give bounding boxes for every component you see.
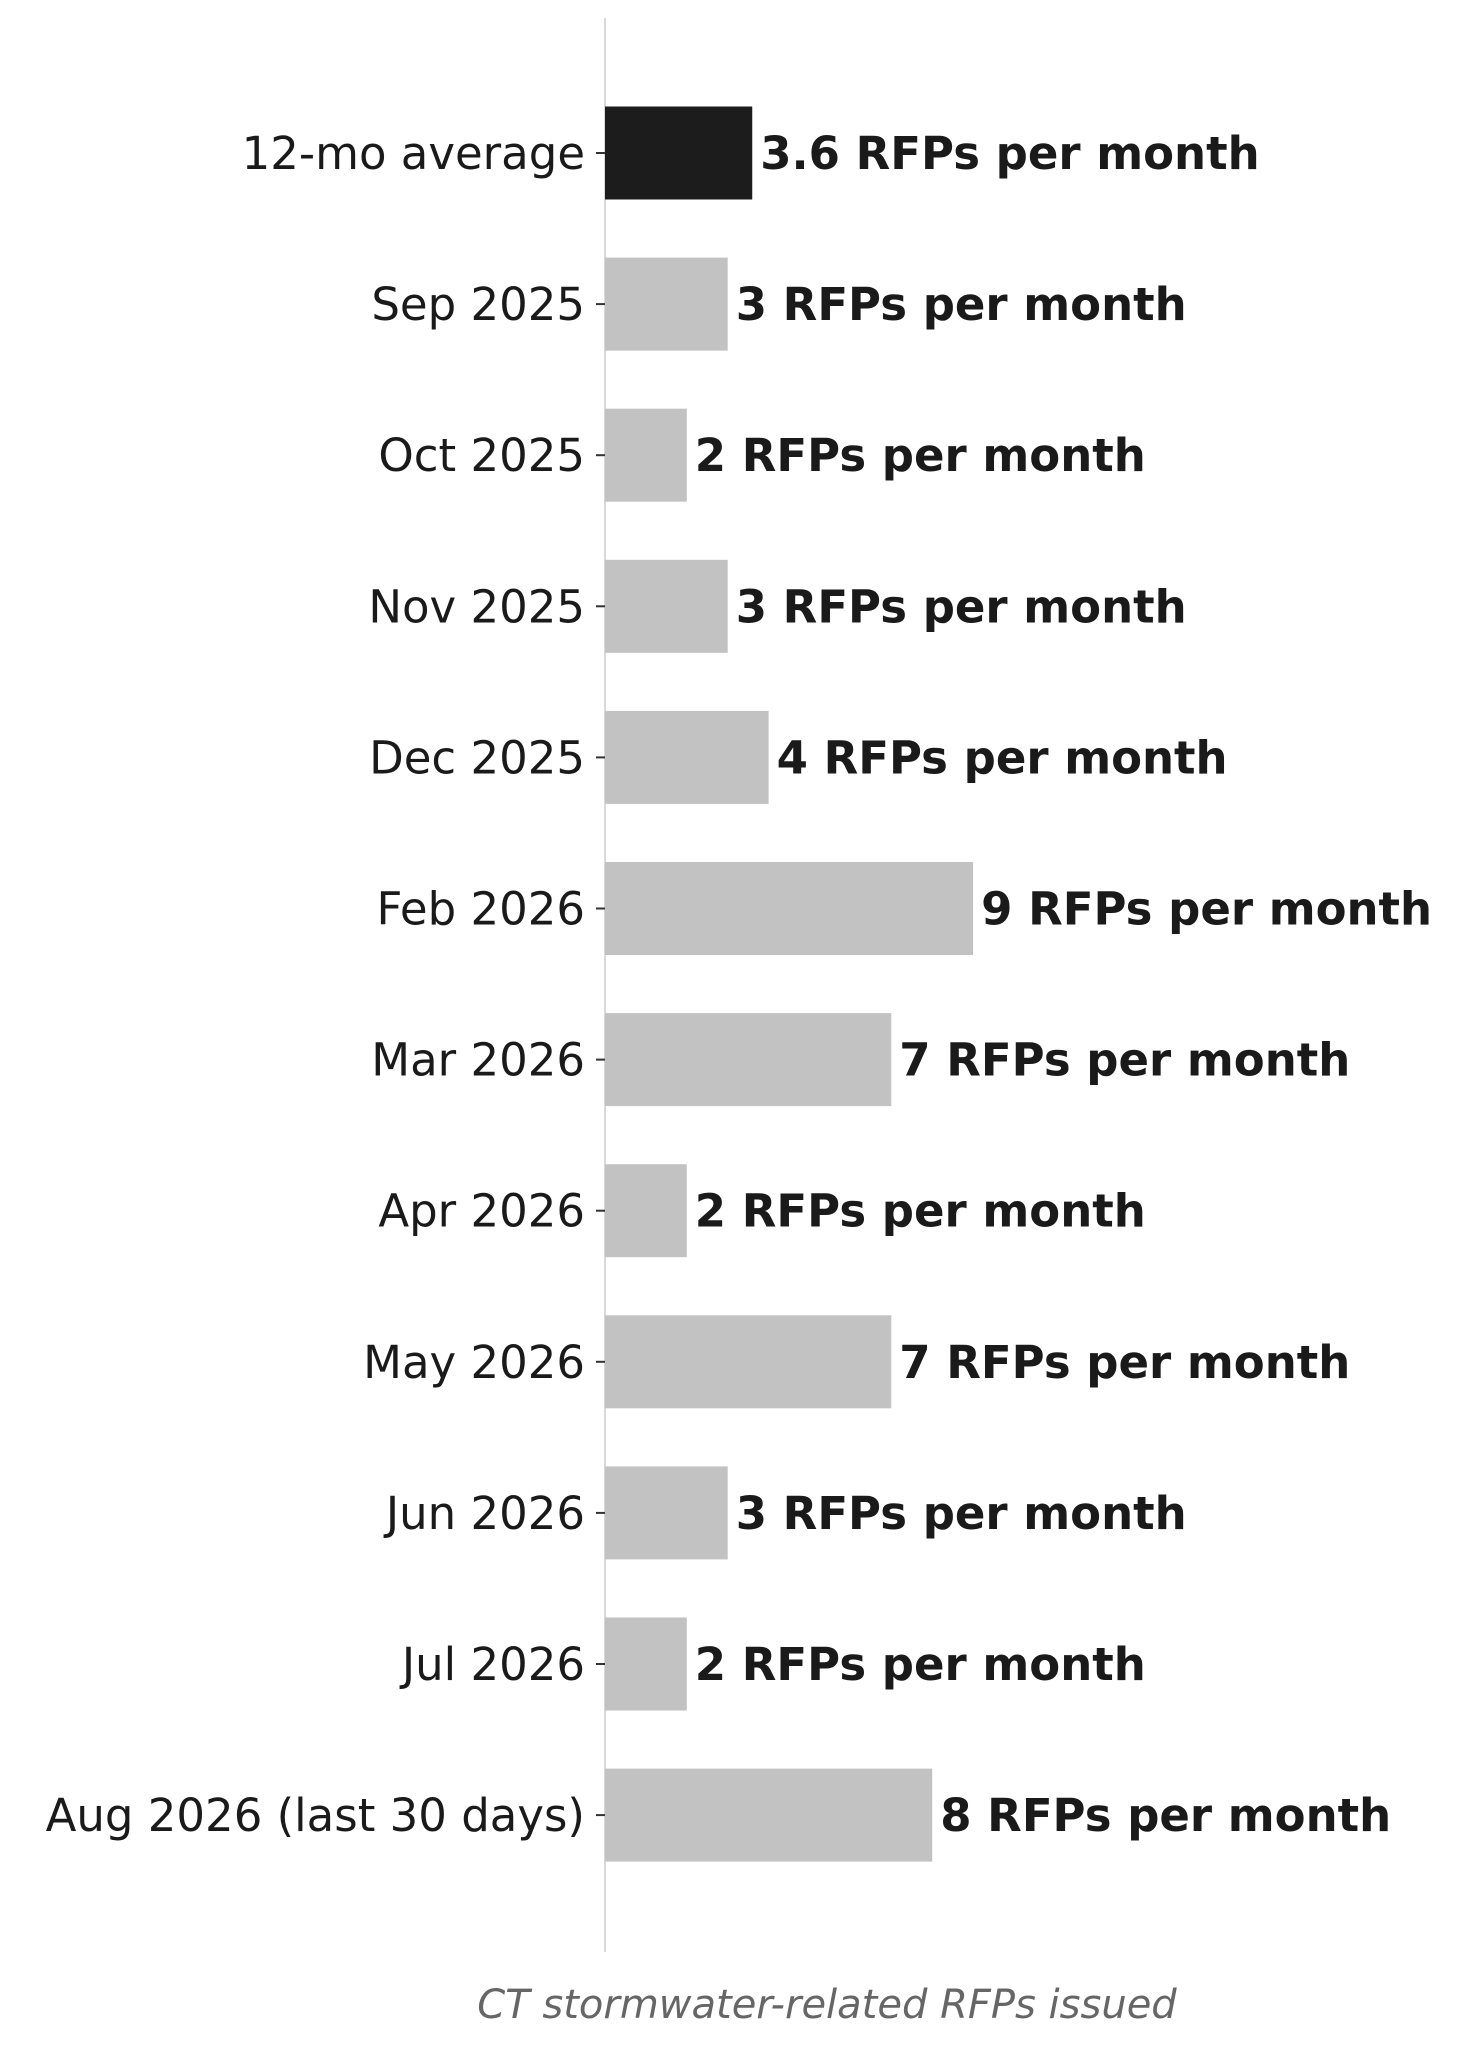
data-label-jul-2026: 2 RFPs per month bbox=[695, 1638, 1146, 1691]
y-tick-label-mar-2026: Mar 2026 bbox=[371, 1034, 585, 1087]
y-tick-label-feb-2026: Feb 2026 bbox=[377, 883, 586, 936]
data-label-jun-2026: 3 RFPs per month bbox=[736, 1487, 1187, 1540]
data-label-may-2026: 7 RFPs per month bbox=[899, 1336, 1350, 1389]
bar-jun-2026 bbox=[605, 1466, 728, 1560]
bar-aug-2026-last-30-days bbox=[605, 1768, 933, 1862]
bar-dec-2025 bbox=[605, 710, 769, 804]
data-label-dec-2025: 4 RFPs per month bbox=[777, 731, 1228, 784]
y-tick-label-12-mo-average: 12-mo average bbox=[242, 127, 585, 180]
bar-nov-2025 bbox=[605, 559, 728, 653]
bar-mar-2026 bbox=[605, 1013, 892, 1107]
bar-may-2026 bbox=[605, 1315, 892, 1409]
bar-oct-2025 bbox=[605, 408, 687, 502]
y-tick-label-dec-2025: Dec 2025 bbox=[369, 731, 585, 784]
bar-apr-2026 bbox=[605, 1164, 687, 1258]
bar-feb-2026 bbox=[605, 862, 974, 955]
y-tick-label-sep-2025: Sep 2025 bbox=[371, 278, 585, 331]
data-label-oct-2025: 2 RFPs per month bbox=[695, 429, 1146, 482]
y-tick-label-apr-2026: Apr 2026 bbox=[378, 1185, 585, 1238]
data-label-apr-2026: 2 RFPs per month bbox=[695, 1185, 1146, 1238]
y-tick-label-aug-2026-last-30-days: Aug 2026 (last 30 days) bbox=[46, 1789, 585, 1842]
data-label-sep-2025: 3 RFPs per month bbox=[736, 278, 1187, 331]
data-label-nov-2025: 3 RFPs per month bbox=[736, 580, 1187, 633]
x-axis-label: CT stormwater-related RFPs issued bbox=[477, 1982, 1177, 2028]
y-tick-label-oct-2025: Oct 2025 bbox=[378, 429, 585, 482]
bar-jul-2026 bbox=[605, 1617, 687, 1711]
data-label-mar-2026: 7 RFPs per month bbox=[899, 1034, 1350, 1087]
y-tick-label-may-2026: May 2026 bbox=[363, 1336, 585, 1389]
y-tick-label-jun-2026: Jun 2026 bbox=[383, 1487, 585, 1540]
data-label-feb-2026: 9 RFPs per month bbox=[981, 883, 1432, 936]
data-label-aug-2026-last-30-days: 8 RFPs per month bbox=[940, 1789, 1391, 1842]
y-tick-label-nov-2025: Nov 2025 bbox=[368, 580, 585, 633]
bar-12-mo-average bbox=[605, 106, 753, 200]
data-label-12-mo-average: 3.6 RFPs per month bbox=[760, 127, 1259, 180]
bars-group: 12-mo average 3.6 RFPs per month Sep 2025 3… bbox=[46, 106, 1432, 1862]
bar-sep-2025 bbox=[605, 257, 728, 351]
y-tick-label-jul-2026: Jul 2026 bbox=[399, 1638, 585, 1691]
